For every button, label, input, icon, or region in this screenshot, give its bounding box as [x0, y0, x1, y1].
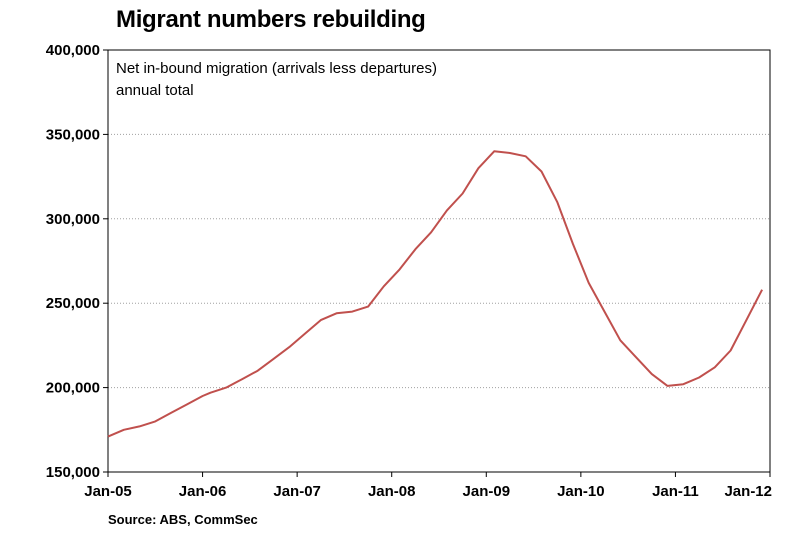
- axis-ticks: [103, 49, 771, 477]
- y-tick-label: 150,000: [46, 464, 100, 481]
- y-tick-label: 300,000: [46, 211, 100, 228]
- source-note: Source: ABS, CommSec: [108, 512, 258, 527]
- chart-title: Migrant numbers rebuilding: [116, 6, 426, 33]
- y-tick-label: 350,000: [46, 126, 100, 143]
- x-tick-label: Jan-12: [724, 483, 772, 500]
- x-tick-label: Jan-06: [179, 483, 227, 500]
- annotation-line-2: annual total: [116, 82, 194, 99]
- y-tick-label: 200,000: [46, 380, 100, 397]
- x-tick-label: Jan-11: [652, 483, 699, 500]
- gridlines: [108, 133, 770, 389]
- y-tick-label: 250,000: [46, 295, 100, 312]
- x-tick-label: Jan-07: [273, 483, 321, 500]
- x-tick-label: Jan-10: [557, 483, 605, 500]
- x-tick-label: Jan-05: [84, 483, 132, 500]
- y-tick-label: 400,000: [46, 42, 100, 59]
- x-tick-label: Jan-09: [463, 483, 511, 500]
- plot-frame: [107, 49, 771, 473]
- series-line-net-migration: [107, 150, 763, 438]
- axis-labels: 150,000 200,000 250,000 300,000 350,000 400,0…: [46, 42, 772, 500]
- annotation-line-1: Net in-bound migration (arrivals less de…: [116, 60, 437, 77]
- x-tick-label: Jan-08: [368, 483, 416, 500]
